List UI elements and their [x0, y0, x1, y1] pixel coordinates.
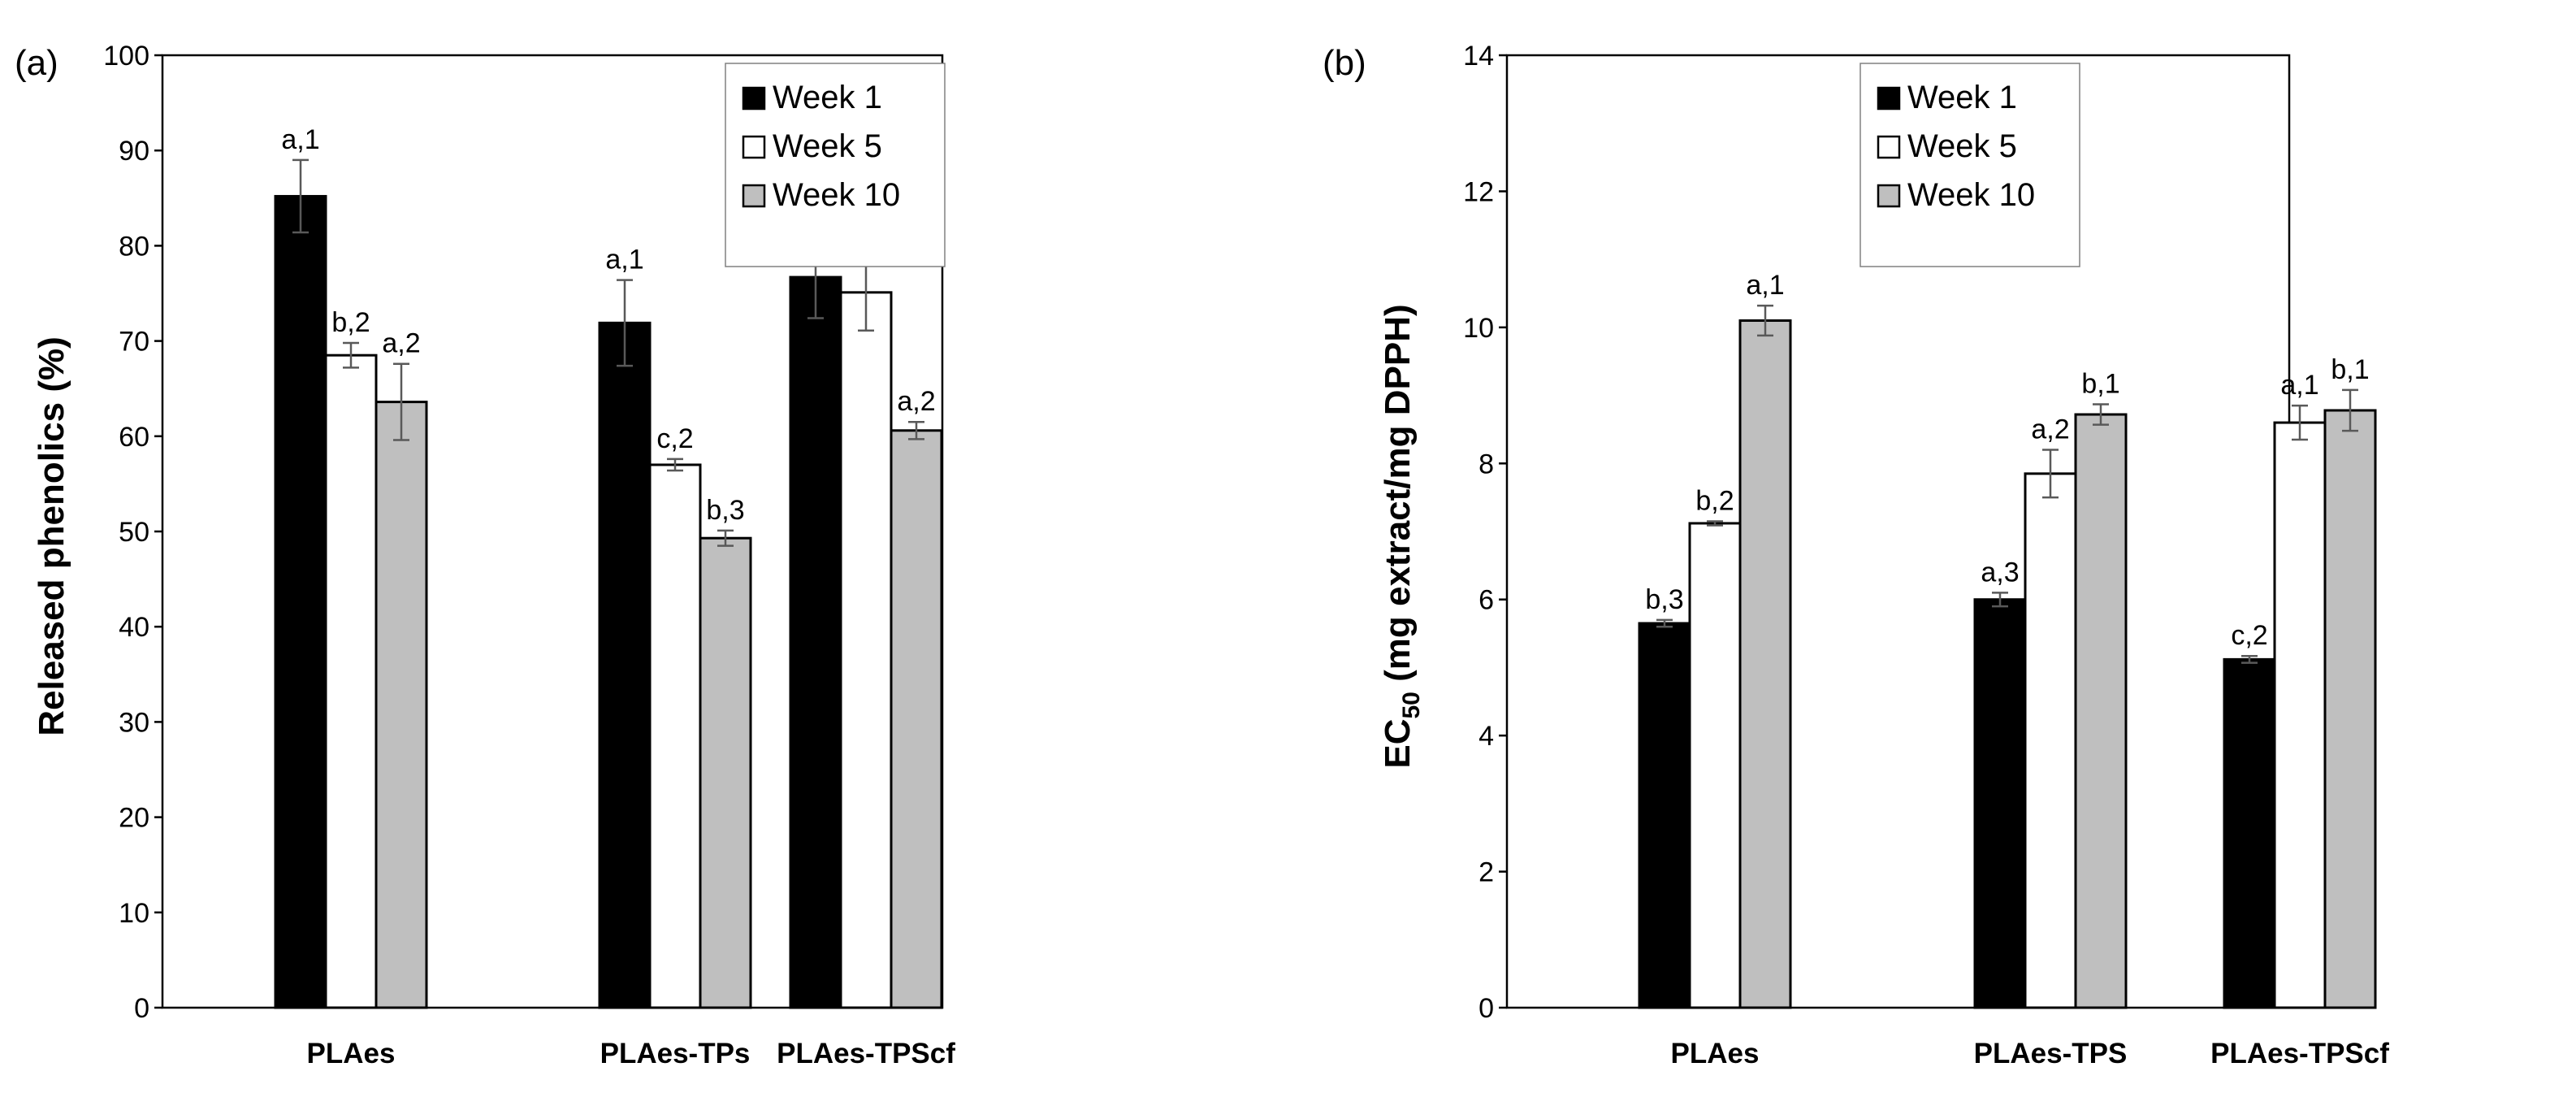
panel-a-bar-label: a,2 [382, 328, 420, 359]
panel-b-y-tick-label: 8 [1478, 449, 1494, 479]
panel-b-bar [1638, 622, 1691, 1009]
panel-a-bar [274, 194, 327, 1009]
panel-a-bar [839, 291, 893, 1009]
panel-b-bar [2273, 421, 2327, 1009]
panel-a-y-tick-label: 40 [119, 612, 149, 643]
panel-a-bar-label: b,3 [706, 495, 744, 526]
panel-a-category-label: PLAes [307, 1038, 396, 1069]
panel-a-category-label: PLAes-TPs [600, 1038, 751, 1069]
panel-a-bar [324, 353, 378, 1009]
panel-a-bar [890, 429, 943, 1009]
panel-a-y-tick-label: 100 [103, 41, 149, 72]
panel-b-y-axis-label-rest: (mg extract/mg DPPH) [1378, 304, 1418, 692]
panel-a-y-axis-label: Released phenolics (%) [32, 336, 71, 735]
panel-b-bar [2024, 472, 2077, 1009]
panel-a-y-tick-label: 30 [119, 707, 149, 738]
panel-b-y-axis-label-sub: 50 [1398, 692, 1425, 718]
panel-a-legend-label: Week 10 [773, 177, 900, 213]
panel-b-plot: 0 2 4 6 8 10 12 14 b,3 b,2 a,1 PLAes a,3 a,2 b,1 PLAes-… [1463, 41, 2389, 1069]
panel-b-category-label: PLAes [1671, 1038, 1760, 1069]
panel-b-label: (b) [1323, 43, 1366, 83]
panel-b-legend-swatch [1877, 86, 1901, 111]
panel-b-y-tick-label: 6 [1478, 585, 1494, 616]
panel-a-legend-swatch [742, 86, 766, 111]
panel-a-legend-swatch [742, 135, 766, 159]
panel-b-y-axis-label: EC50 (mg extract/mg DPPH) [1378, 304, 1425, 768]
panel-a-y-tick-label: 50 [119, 517, 149, 548]
panel-b-y-tick-label: 2 [1478, 857, 1494, 888]
panel-a-legend-label: Week 1 [773, 80, 882, 115]
panel-b-bar [1688, 522, 1742, 1009]
panel-b-bar [1973, 598, 2027, 1009]
panel-b-bar [1738, 319, 1792, 1009]
panel-b-bar [2323, 409, 2377, 1009]
panel-b-y-axis-label-main: EC [1378, 719, 1418, 769]
panel-a-bar [374, 401, 428, 1009]
panel-a-y-tick-label: 90 [119, 136, 149, 167]
panel-b-legend-swatch [1877, 184, 1901, 208]
panel-b-bar-label: a,2 [2031, 414, 2069, 445]
panel-a-bar-label: a,2 [897, 386, 935, 417]
panel-b-y-tick-label: 12 [1463, 176, 1494, 207]
panel-b-y-tick-label: 4 [1478, 721, 1494, 752]
panel-a-y-tick-label: 0 [134, 993, 149, 1024]
panel-b-bar-label: c,2 [2231, 620, 2267, 651]
panel-a-bar-label: a,1 [281, 124, 319, 155]
panel-a-label: (a) [15, 43, 58, 83]
panel-a-y-tick-label: 70 [119, 327, 149, 358]
panel-a-y-tick-label: 20 [119, 803, 149, 834]
panel-a-bar [699, 536, 752, 1009]
panel-b-bar-label: b,1 [2331, 354, 2369, 385]
panel-b-bar-label: a,3 [1981, 557, 2019, 588]
panel-b-y-tick-label: 0 [1478, 993, 1494, 1024]
panel-a-y-tick-label: 80 [119, 231, 149, 262]
panel-a-bar [789, 275, 842, 1009]
panel-b-legend-label: Week 10 [1907, 177, 2035, 213]
panel-a-bar [648, 463, 702, 1009]
panel-b-category-label: PLAes-TPScf [2210, 1038, 2389, 1069]
panel-b-bar-label: b,1 [2081, 368, 2119, 399]
panel-b-category-label: PLAes-TPS [1974, 1038, 2128, 1069]
panel-b-bar-label: a,1 [1746, 270, 1784, 301]
panel-b-legend-label: Week 1 [1907, 80, 2017, 115]
panel-b-y-tick-label: 10 [1463, 313, 1494, 344]
panel-a-legend-swatch [742, 184, 766, 208]
panel-b-legend-swatch [1877, 135, 1901, 159]
panel-a-category-label: PLAes-TPScf [777, 1038, 955, 1069]
panel-b-legend-label: Week 5 [1907, 128, 2017, 164]
panel-a-bar-label: c,2 [656, 423, 693, 454]
panel-a-y-tick-label: 60 [119, 422, 149, 453]
panel-a-y-tick-label: 10 [119, 898, 149, 929]
panel-b-bar-label: a,1 [2280, 370, 2318, 401]
panel-b-bar-label: b,2 [1695, 485, 1734, 516]
panel-a-bar [598, 321, 652, 1009]
panel-a-bar-label: a,1 [605, 245, 643, 275]
panel-a-plot: 0 10 20 30 40 50 60 70 80 90 100 a,1 b,2 a,2 PLAes a,1 c… [103, 41, 955, 1069]
panel-a-bar-label: b,2 [331, 307, 370, 338]
panel-a-legend-label: Week 5 [773, 128, 882, 164]
panel-b-bar [2223, 657, 2276, 1009]
panel-b-bar [2074, 413, 2128, 1009]
panel-b-y-tick-label: 14 [1463, 41, 1494, 72]
panel-b-bar-label: b,3 [1645, 584, 1683, 615]
